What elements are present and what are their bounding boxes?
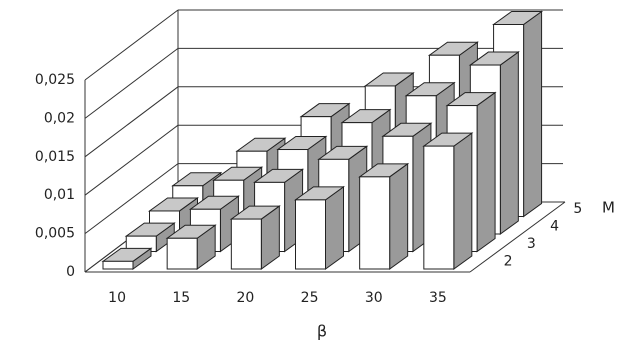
- depth-tick-label: 3: [527, 236, 536, 252]
- y-tick-label: 0,02: [44, 110, 75, 126]
- bar-front: [359, 176, 391, 270]
- bar-side: [389, 162, 409, 270]
- y-tick-label: 0,005: [35, 226, 75, 242]
- grid-line: [84, 124, 179, 196]
- bar: [422, 132, 474, 270]
- y-tick-label: 0,01: [44, 187, 75, 203]
- bar-front: [423, 145, 455, 270]
- y-tick-label: 0,025: [35, 72, 75, 88]
- bar: [165, 224, 217, 270]
- x-tick-label: 35: [429, 290, 447, 306]
- bar: [101, 247, 153, 270]
- x-tick-label: 20: [237, 290, 255, 306]
- depth-axis-label: M: [602, 199, 615, 217]
- x-tick-label: 30: [365, 290, 383, 306]
- x-tick-label: 25: [301, 290, 319, 306]
- bar-front: [230, 218, 262, 270]
- bar-front: [166, 237, 198, 270]
- bar-side: [453, 132, 473, 270]
- bar: [124, 222, 176, 253]
- bar-front: [295, 199, 326, 270]
- depth-tick-label: 2: [504, 253, 513, 269]
- bar: [293, 185, 346, 270]
- bar-side: [325, 185, 344, 270]
- y-tick-label: 0,015: [35, 149, 75, 165]
- bar-side: [523, 10, 543, 218]
- x-axis-label: β: [317, 322, 327, 341]
- bar-side: [499, 51, 519, 235]
- bar: [358, 162, 410, 270]
- depth-axis: [469, 201, 566, 273]
- grid-line: [84, 86, 179, 158]
- grid-line: [84, 9, 179, 81]
- y-tick-label: 0: [66, 264, 75, 280]
- depth-tick-label: 4: [550, 218, 559, 234]
- bar-front: [102, 260, 134, 270]
- grid-line: [84, 48, 179, 119]
- x-tick-label: 10: [108, 290, 126, 306]
- bar: [229, 205, 281, 270]
- bar-side: [476, 91, 496, 253]
- x-tick-label: 15: [172, 290, 190, 306]
- grid-line: [84, 163, 179, 234]
- depth-tick-label: 5: [573, 201, 582, 217]
